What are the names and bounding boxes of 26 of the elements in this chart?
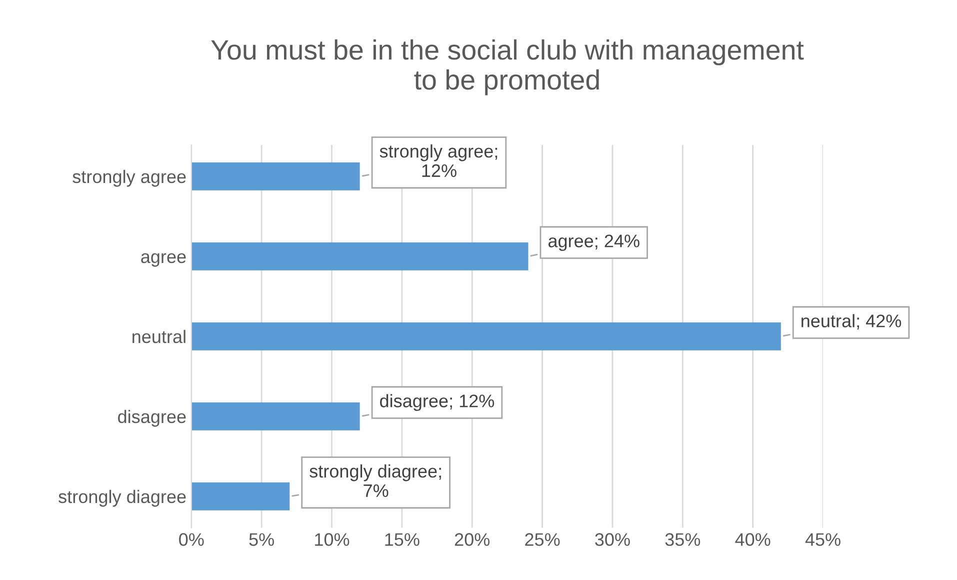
bar	[191, 162, 360, 190]
x-tick-label: 20%	[454, 533, 490, 546]
bar	[191, 322, 781, 350]
x-tick-label: 30%	[595, 533, 630, 546]
data-label: neutral; 42%	[802, 314, 902, 330]
data-label: agree; 24%	[548, 234, 640, 251]
data-label: strongly diagree; 7%	[310, 464, 441, 498]
x-tick-label: 35%	[665, 533, 700, 546]
y-tick-label: strongly diagree	[58, 490, 186, 507]
x-tick-label: 15%	[385, 533, 420, 546]
y-tick-label: disagree	[118, 410, 186, 427]
x-tick-label: 40%	[735, 533, 770, 546]
x-tick-label: 10%	[315, 533, 350, 546]
x-tick-label: 5%	[249, 533, 274, 546]
x-tick-label: 25%	[525, 533, 560, 546]
bar	[191, 482, 290, 510]
y-tick-label: neutral	[132, 330, 186, 344]
x-tick-label: 45%	[805, 533, 840, 546]
bar	[191, 242, 528, 270]
y-tick-label: strongly agree	[72, 170, 186, 187]
data-label: disagree; 12%	[380, 394, 494, 411]
x-tick-label: 0%	[179, 533, 204, 546]
y-tick-label: agree	[141, 253, 186, 267]
bar	[191, 402, 360, 430]
chart-title: You must be in the social club with management to be promoted	[211, 39, 804, 96]
data-label: strongly agree; 12%	[380, 144, 498, 178]
